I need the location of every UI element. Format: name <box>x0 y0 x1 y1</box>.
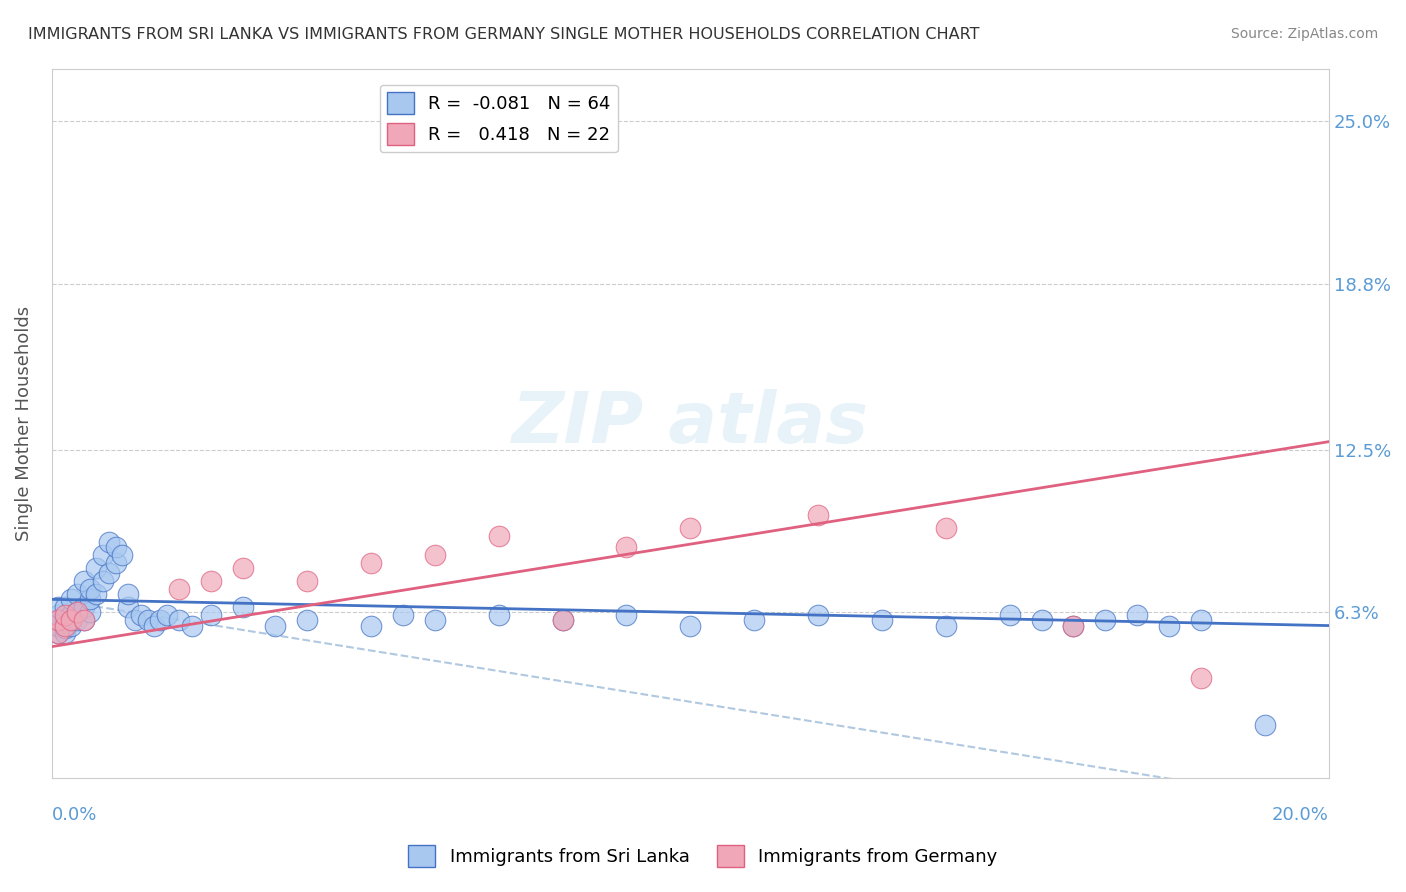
Point <box>423 548 446 562</box>
Point <box>46 608 69 623</box>
Point <box>91 574 114 588</box>
Point <box>46 618 69 632</box>
Point <box>46 613 69 627</box>
Point <box>392 608 415 623</box>
Point <box>53 626 76 640</box>
Point <box>232 561 254 575</box>
Point <box>870 613 893 627</box>
Point <box>1126 608 1149 623</box>
Point <box>66 606 89 620</box>
Point <box>46 613 69 627</box>
Point <box>91 548 114 562</box>
Text: Source: ZipAtlas.com: Source: ZipAtlas.com <box>1230 27 1378 41</box>
Point <box>1062 618 1084 632</box>
Point <box>53 618 76 632</box>
Point <box>679 618 702 632</box>
Point <box>1031 613 1053 627</box>
Point <box>1189 671 1212 685</box>
Point <box>59 613 82 627</box>
Point <box>59 613 82 627</box>
Point <box>423 613 446 627</box>
Point <box>264 618 287 632</box>
Point <box>46 626 69 640</box>
Point <box>53 608 76 623</box>
Point <box>360 556 382 570</box>
Point <box>53 621 76 635</box>
Point <box>129 608 152 623</box>
Point <box>295 574 318 588</box>
Point <box>104 540 127 554</box>
Legend: Immigrants from Sri Lanka, Immigrants from Germany: Immigrants from Sri Lanka, Immigrants fr… <box>401 838 1005 874</box>
Point <box>295 613 318 627</box>
Point <box>124 613 146 627</box>
Point <box>59 618 82 632</box>
Y-axis label: Single Mother Households: Single Mother Households <box>15 306 32 541</box>
Point <box>181 618 204 632</box>
Point <box>104 556 127 570</box>
Point <box>807 608 830 623</box>
Point <box>169 582 191 596</box>
Point <box>142 618 165 632</box>
Point <box>679 521 702 535</box>
Point <box>488 608 510 623</box>
Point <box>200 608 222 623</box>
Point <box>935 521 957 535</box>
Point <box>66 606 89 620</box>
Point <box>117 587 139 601</box>
Point <box>53 613 76 627</box>
Point <box>1189 613 1212 627</box>
Point <box>59 608 82 623</box>
Point <box>53 600 76 615</box>
Point <box>66 587 89 601</box>
Point <box>111 548 134 562</box>
Point <box>551 613 574 627</box>
Point <box>156 608 179 623</box>
Point <box>86 587 108 601</box>
Legend: R =  -0.081   N = 64, R =   0.418   N = 22: R = -0.081 N = 64, R = 0.418 N = 22 <box>380 85 617 153</box>
Point <box>73 600 96 615</box>
Point <box>998 608 1021 623</box>
Point <box>1159 618 1181 632</box>
Point <box>742 613 765 627</box>
Point <box>73 574 96 588</box>
Point <box>136 613 159 627</box>
Point <box>616 608 638 623</box>
Point <box>79 582 101 596</box>
Text: 0.0%: 0.0% <box>52 806 97 824</box>
Point <box>73 613 96 627</box>
Point <box>86 561 108 575</box>
Point <box>98 534 121 549</box>
Point <box>488 529 510 543</box>
Point <box>935 618 957 632</box>
Point <box>59 592 82 607</box>
Point <box>46 626 69 640</box>
Point <box>360 618 382 632</box>
Point <box>551 613 574 627</box>
Point <box>1062 618 1084 632</box>
Point <box>117 600 139 615</box>
Point <box>79 592 101 607</box>
Point <box>232 600 254 615</box>
Point <box>807 508 830 523</box>
Point <box>46 600 69 615</box>
Point <box>1094 613 1116 627</box>
Point <box>98 566 121 580</box>
Text: ZIP atlas: ZIP atlas <box>512 389 869 458</box>
Point <box>149 613 172 627</box>
Point <box>79 606 101 620</box>
Point <box>200 574 222 588</box>
Text: IMMIGRANTS FROM SRI LANKA VS IMMIGRANTS FROM GERMANY SINGLE MOTHER HOUSEHOLDS CO: IMMIGRANTS FROM SRI LANKA VS IMMIGRANTS … <box>28 27 980 42</box>
Point <box>616 540 638 554</box>
Point <box>1254 718 1277 732</box>
Point <box>73 613 96 627</box>
Point <box>169 613 191 627</box>
Text: 20.0%: 20.0% <box>1272 806 1329 824</box>
Point <box>66 613 89 627</box>
